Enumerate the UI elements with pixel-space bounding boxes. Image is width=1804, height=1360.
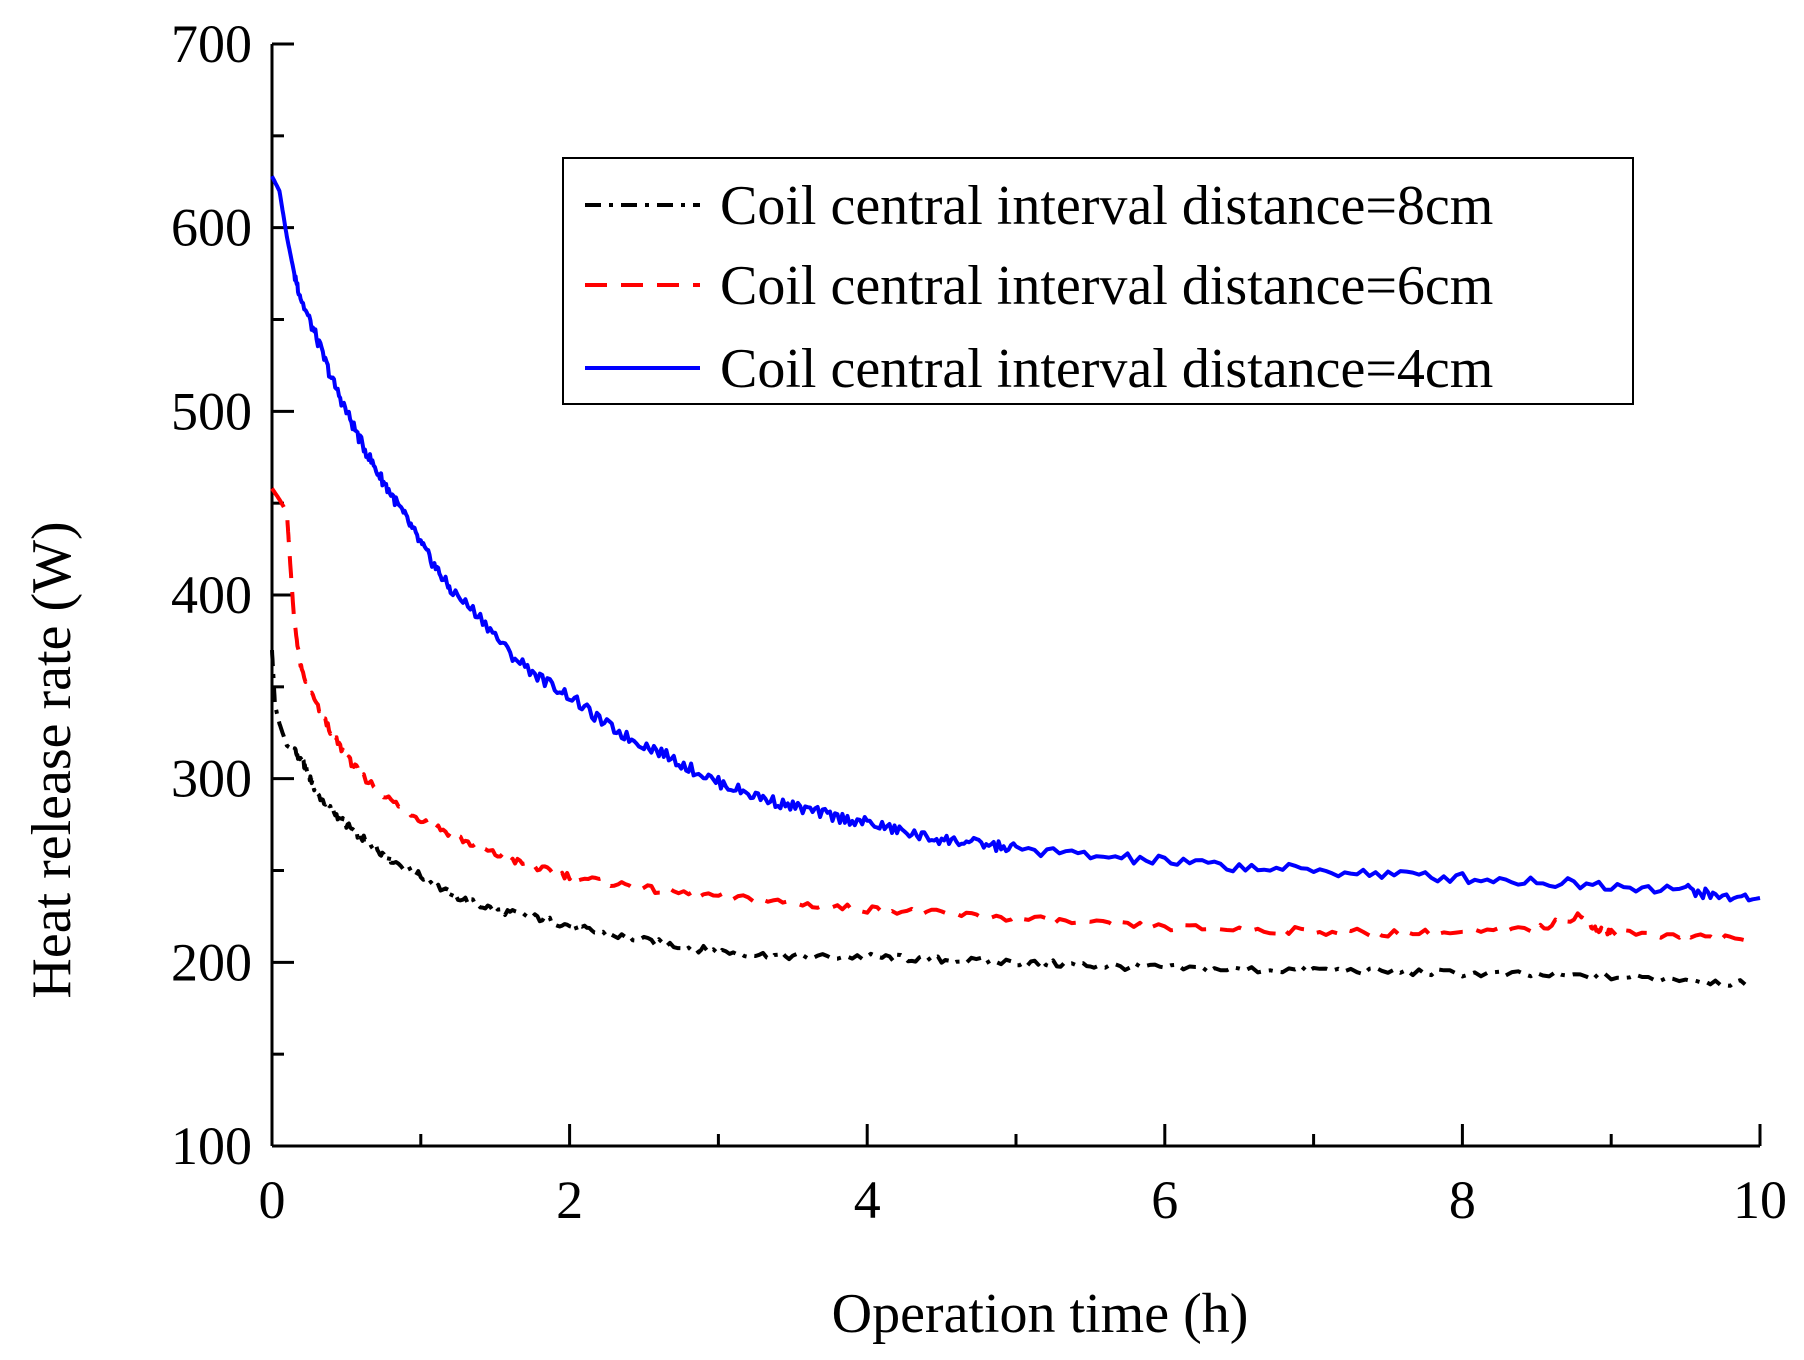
y-tick-label: 600 xyxy=(171,198,252,258)
axes: 0 2 4 6 8 10 100 200 300 400 500 600 700 xyxy=(171,14,1787,1230)
y-axis-title: Heat release rate (W) xyxy=(21,521,83,998)
y-tick-label: 300 xyxy=(171,749,252,809)
legend-label-1: Coil central interval distance=8cm xyxy=(720,175,1493,237)
x-tick-label: 0 xyxy=(259,1170,286,1230)
series-line-1 xyxy=(270,650,1747,988)
legend-label-3: Coil central interval distance=4cm xyxy=(720,338,1493,400)
y-tick-label: 700 xyxy=(171,14,252,74)
x-tick-label: 2 xyxy=(556,1170,583,1230)
series-line-2 xyxy=(270,487,1746,943)
legend-label-2: Coil central interval distance=6cm xyxy=(720,255,1493,317)
x-tick-label: 4 xyxy=(854,1170,881,1230)
legend-box xyxy=(562,157,1634,405)
series-line-3 xyxy=(270,175,1761,903)
x-axis-title: Operation time (h) xyxy=(832,1283,1249,1345)
legend: Coil central interval distance=8cm Coil c… xyxy=(562,157,1634,405)
y-tick-label: 200 xyxy=(171,932,252,992)
x-tick-label: 10 xyxy=(1733,1170,1787,1230)
x-tick-label: 6 xyxy=(1151,1170,1178,1230)
y-tick-label: 500 xyxy=(171,381,252,441)
y-tick-label: 400 xyxy=(171,565,252,625)
x-tick-label: 8 xyxy=(1449,1170,1476,1230)
y-tick-label: 100 xyxy=(171,1116,252,1176)
series-layer xyxy=(270,175,1761,988)
